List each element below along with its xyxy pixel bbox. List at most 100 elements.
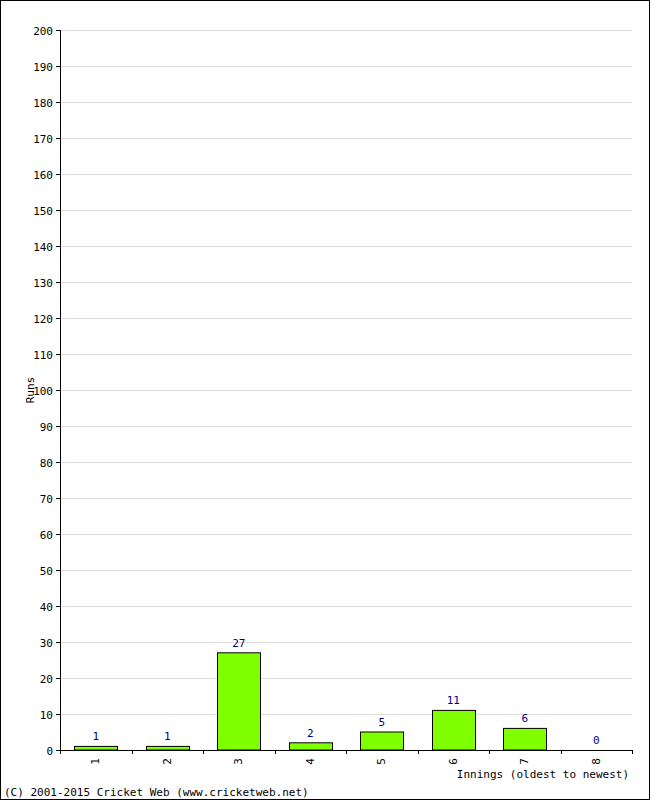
- x-tick-label: 5: [375, 758, 388, 765]
- x-tick: [346, 750, 347, 754]
- x-tick: [489, 750, 490, 754]
- y-tick: [56, 642, 60, 643]
- chart-svg: 0102030405060708090100110120130140150160…: [0, 0, 650, 800]
- grid-line: [60, 426, 632, 427]
- x-tick-label: 6: [447, 758, 460, 765]
- y-tick: [56, 606, 60, 607]
- y-tick: [56, 318, 60, 319]
- x-tick-label: 8: [590, 758, 603, 765]
- y-tick: [56, 210, 60, 211]
- y-tick-label: 170: [33, 133, 53, 146]
- y-tick: [56, 390, 60, 391]
- data-label: 5: [378, 716, 385, 729]
- data-label: 1: [92, 730, 99, 743]
- y-tick-label: 200: [33, 25, 53, 38]
- y-tick-label: 190: [33, 61, 53, 74]
- y-tick-label: 10: [40, 709, 53, 722]
- y-tick: [56, 750, 60, 751]
- x-tick: [132, 750, 133, 754]
- grid-line: [60, 246, 632, 247]
- y-tick: [56, 246, 60, 247]
- x-tick: [632, 750, 633, 754]
- y-tick-label: 50: [40, 565, 53, 578]
- y-tick-label: 110: [33, 349, 53, 362]
- y-tick: [56, 678, 60, 679]
- y-axis: [60, 30, 61, 750]
- bar: [218, 653, 261, 750]
- x-tick-label: 4: [304, 758, 317, 765]
- data-label: 2: [307, 727, 314, 740]
- grid-line: [60, 318, 632, 319]
- outer-frame: [1, 1, 650, 800]
- data-label: 6: [521, 712, 528, 725]
- grid-line: [60, 678, 632, 679]
- y-tick: [56, 30, 60, 31]
- y-tick: [56, 174, 60, 175]
- y-tick: [56, 462, 60, 463]
- data-label: 0: [593, 734, 600, 747]
- bar: [433, 710, 476, 750]
- x-tick-label: 3: [232, 758, 245, 765]
- y-tick: [56, 714, 60, 715]
- y-tick: [56, 138, 60, 139]
- grid-line: [60, 606, 632, 607]
- y-tick-label: 60: [40, 529, 53, 542]
- y-tick: [56, 102, 60, 103]
- x-tick: [561, 750, 562, 754]
- bar: [504, 728, 547, 750]
- bar: [75, 746, 118, 750]
- grid-line: [60, 282, 632, 283]
- grid-line: [60, 210, 632, 211]
- y-tick: [56, 354, 60, 355]
- data-label: 11: [447, 694, 460, 707]
- x-tick-label: 1: [89, 758, 102, 765]
- chart-container: 0102030405060708090100110120130140150160…: [0, 0, 650, 800]
- x-tick: [418, 750, 419, 754]
- y-axis-label: Runs: [24, 377, 37, 404]
- grid-line: [60, 102, 632, 103]
- y-tick: [56, 426, 60, 427]
- y-tick: [56, 498, 60, 499]
- x-axis-label: Innings (oldest to newest): [457, 768, 629, 781]
- grid-line: [60, 462, 632, 463]
- y-tick-label: 80: [40, 457, 53, 470]
- x-tick: [203, 750, 204, 754]
- y-tick-label: 120: [33, 313, 53, 326]
- x-tick: [275, 750, 276, 754]
- y-tick-label: 20: [40, 673, 53, 686]
- y-tick-label: 150: [33, 205, 53, 218]
- grid-line: [60, 30, 632, 31]
- y-tick-label: 30: [40, 637, 53, 650]
- data-label: 27: [232, 637, 245, 650]
- grid-line: [60, 138, 632, 139]
- bar: [290, 743, 333, 750]
- grid-line: [60, 570, 632, 571]
- y-tick: [56, 282, 60, 283]
- grid-line: [60, 66, 632, 67]
- y-tick-label: 130: [33, 277, 53, 290]
- copyright: (C) 2001-2015 Cricket Web (www.cricketwe…: [4, 786, 309, 799]
- x-tick-label: 7: [518, 758, 531, 765]
- y-tick-label: 140: [33, 241, 53, 254]
- bar: [361, 732, 404, 750]
- grid-line: [60, 714, 632, 715]
- y-tick-label: 180: [33, 97, 53, 110]
- y-tick-label: 90: [40, 421, 53, 434]
- x-tick: [60, 750, 61, 754]
- bar: [576, 750, 619, 751]
- grid-line: [60, 390, 632, 391]
- x-tick-label: 2: [161, 758, 174, 765]
- y-tick-label: 160: [33, 169, 53, 182]
- grid-line: [60, 498, 632, 499]
- y-tick: [56, 570, 60, 571]
- grid-line: [60, 174, 632, 175]
- grid-line: [60, 642, 632, 643]
- grid-line: [60, 354, 632, 355]
- data-label: 1: [164, 730, 171, 743]
- bar: [147, 746, 190, 750]
- y-tick-label: 70: [40, 493, 53, 506]
- bars: [75, 653, 547, 750]
- y-tick: [56, 66, 60, 67]
- y-tick-label: 0: [46, 745, 53, 758]
- y-tick-label: 40: [40, 601, 53, 614]
